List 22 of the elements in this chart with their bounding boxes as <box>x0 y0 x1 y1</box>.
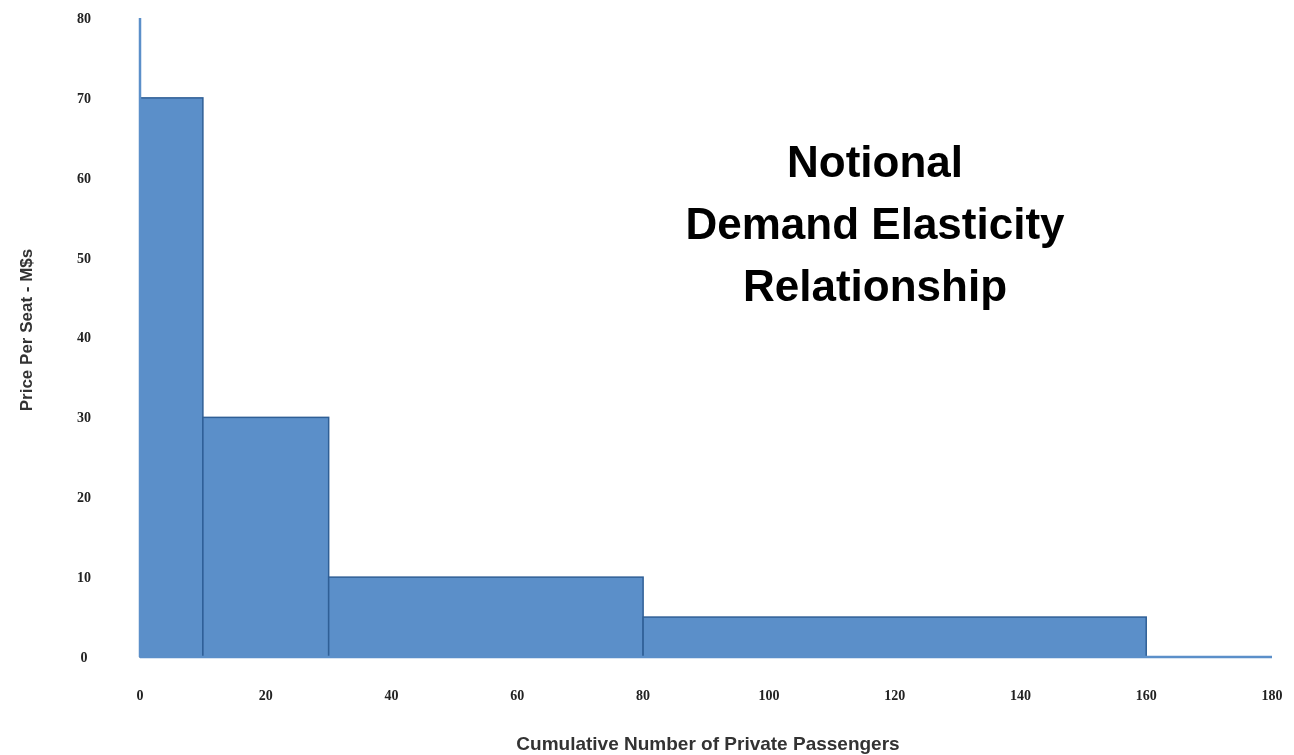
x-tick-label: 120 <box>884 688 906 703</box>
x-tick-label: 100 <box>758 688 780 703</box>
x-axis-title: Cumulative Number of Private Passengers <box>516 733 900 754</box>
y-tick-label: 50 <box>77 250 91 266</box>
x-tick-label: 20 <box>258 688 273 703</box>
y-tick-label: 30 <box>77 410 91 426</box>
x-tick-label: 140 <box>1009 688 1031 703</box>
y-tick-label: 20 <box>77 490 91 506</box>
y-tick-label: 80 <box>77 10 91 26</box>
y-tick-label: 70 <box>77 90 91 106</box>
y-tick-label: 0 <box>80 649 88 665</box>
x-tick-label: 40 <box>384 688 399 703</box>
y-tick-label: 40 <box>77 330 91 346</box>
x-tick-label: 80 <box>636 688 651 703</box>
x-tick-label: 0 <box>136 688 144 703</box>
y-axis-title: Price Per Seat - M$s <box>17 248 36 412</box>
y-tick-label: 10 <box>77 570 91 586</box>
x-tick-label: 160 <box>1135 688 1157 703</box>
text: Notional Demand Elasticity Relationship <box>685 137 1066 310</box>
x-tick-label: 60 <box>510 688 525 703</box>
y-tick-label: 60 <box>77 170 91 186</box>
x-tick-label: 180 <box>1261 688 1283 703</box>
